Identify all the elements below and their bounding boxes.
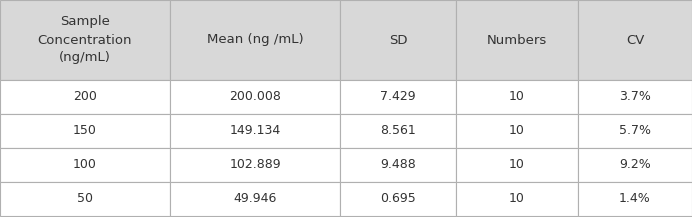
Text: 1.4%: 1.4% xyxy=(619,192,651,205)
Text: Mean (ng /mL): Mean (ng /mL) xyxy=(207,33,303,46)
Text: Sample
Concentration
(ng/mL): Sample Concentration (ng/mL) xyxy=(38,15,132,64)
Bar xyxy=(170,182,340,216)
Text: 49.946: 49.946 xyxy=(233,192,277,205)
Bar xyxy=(170,148,340,182)
Text: 9.2%: 9.2% xyxy=(619,158,651,171)
Text: 102.889: 102.889 xyxy=(229,158,281,171)
Bar xyxy=(578,182,692,216)
Bar xyxy=(0,0,170,80)
Text: SD: SD xyxy=(389,33,408,46)
Bar xyxy=(170,80,340,114)
Bar xyxy=(170,114,340,148)
Bar xyxy=(340,182,456,216)
Text: 8.561: 8.561 xyxy=(380,125,416,138)
Text: 10: 10 xyxy=(509,192,525,205)
Text: Numbers: Numbers xyxy=(487,33,547,46)
Bar xyxy=(0,182,170,216)
Text: 10: 10 xyxy=(509,125,525,138)
Bar xyxy=(0,114,170,148)
Text: 10: 10 xyxy=(509,90,525,104)
Text: 7.429: 7.429 xyxy=(380,90,416,104)
Bar xyxy=(456,148,578,182)
Text: 100: 100 xyxy=(73,158,97,171)
Text: 10: 10 xyxy=(509,158,525,171)
Bar xyxy=(340,0,456,80)
Bar xyxy=(578,0,692,80)
Bar xyxy=(456,114,578,148)
Text: 3.7%: 3.7% xyxy=(619,90,651,104)
Bar xyxy=(340,148,456,182)
Bar xyxy=(340,80,456,114)
Bar xyxy=(578,114,692,148)
Text: 5.7%: 5.7% xyxy=(619,125,651,138)
Text: 50: 50 xyxy=(77,192,93,205)
Bar xyxy=(0,80,170,114)
Text: 9.488: 9.488 xyxy=(380,158,416,171)
Bar xyxy=(0,148,170,182)
Text: 200.008: 200.008 xyxy=(229,90,281,104)
Bar xyxy=(170,0,340,80)
Bar xyxy=(456,0,578,80)
Bar xyxy=(456,80,578,114)
Text: 149.134: 149.134 xyxy=(229,125,281,138)
Text: 150: 150 xyxy=(73,125,97,138)
Text: 200: 200 xyxy=(73,90,97,104)
Text: CV: CV xyxy=(626,33,644,46)
Bar xyxy=(340,114,456,148)
Bar xyxy=(578,148,692,182)
Text: 0.695: 0.695 xyxy=(380,192,416,205)
Bar xyxy=(578,80,692,114)
Bar xyxy=(456,182,578,216)
